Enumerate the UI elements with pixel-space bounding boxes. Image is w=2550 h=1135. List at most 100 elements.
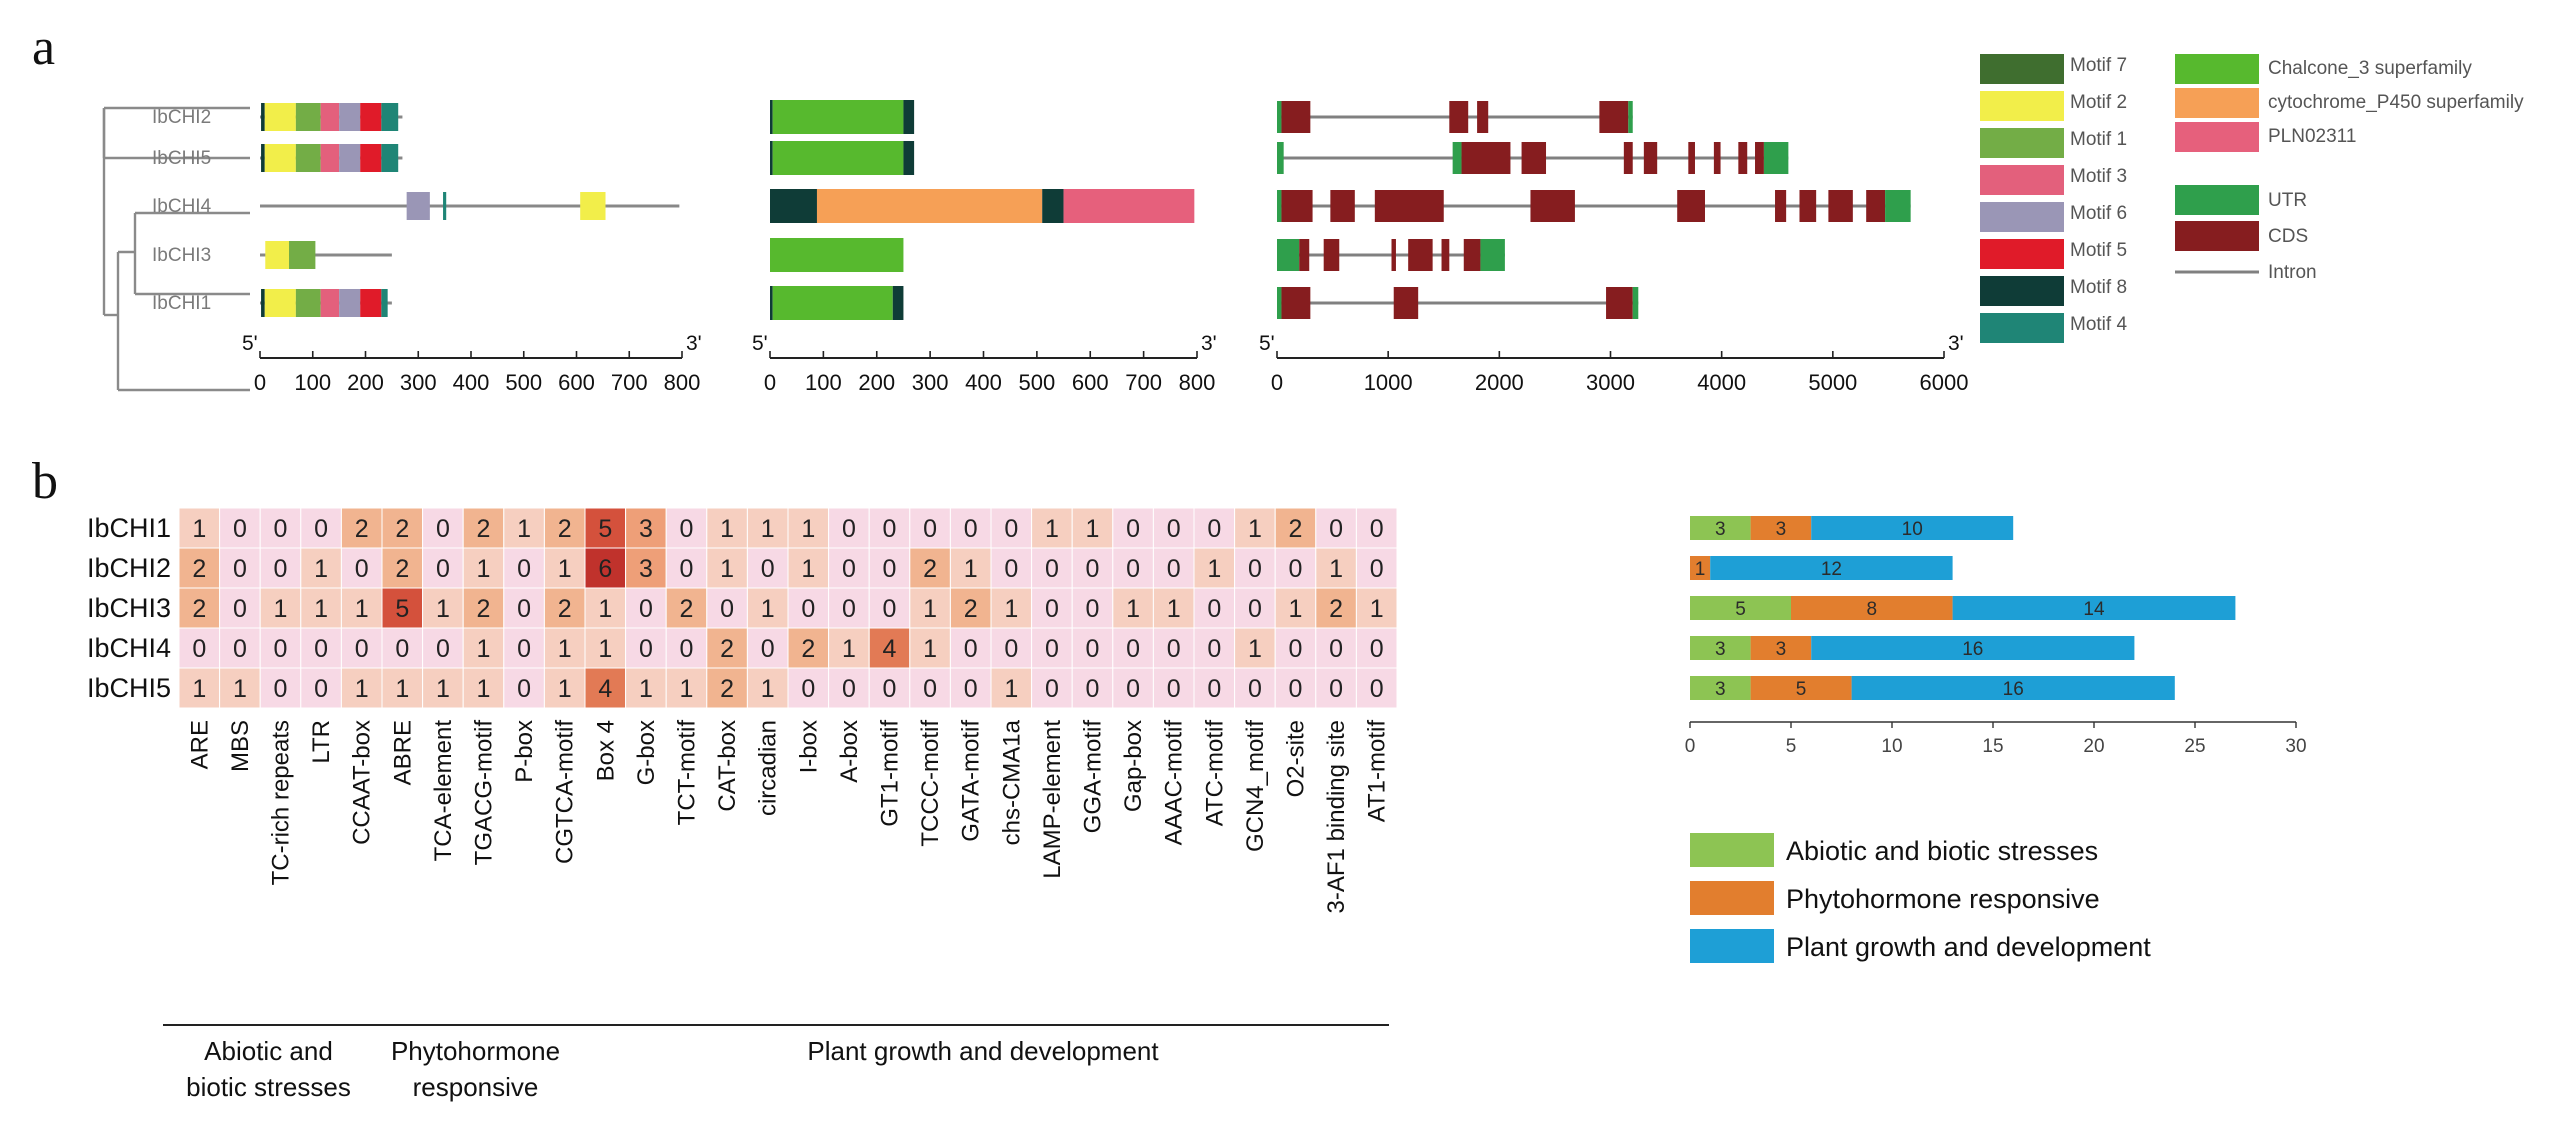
- heatmap-cell-value: 1: [598, 595, 612, 623]
- heatmap-col-label: G-box: [633, 720, 660, 785]
- heatmap-cell-value: 0: [517, 635, 531, 663]
- bar-value-label: 16: [1962, 639, 1983, 660]
- legend-swatch-plant-growth-and-development: [1690, 929, 1774, 963]
- axis-tick-label: 3000: [1586, 370, 1635, 395]
- axis-tick-label: 600: [1072, 370, 1109, 395]
- heatmap-cell: [1152, 587, 1195, 629]
- heatmap-cell: [584, 547, 627, 589]
- cds-box: [1688, 142, 1695, 174]
- heatmap-cell-value: 2: [395, 515, 409, 543]
- motif-box-m6: [339, 289, 361, 317]
- heatmap-cell: [1355, 587, 1398, 629]
- domain-panel: 0 100 200 300 400 500 600 700 800 5' 3': [752, 100, 1217, 395]
- axis-start-label: 5': [1259, 332, 1275, 355]
- heatmap-cell-value: 0: [1167, 515, 1181, 543]
- heatmap-cell-value: 0: [842, 595, 856, 623]
- legend-swatch-m1: [1980, 128, 2064, 158]
- legend-swatch-abiotic-and-biotic-stresses: [1690, 833, 1774, 867]
- heatmap-cell: [1071, 627, 1114, 669]
- motif-box-m3: [320, 144, 340, 172]
- heatmap-cell-value: 1: [274, 595, 288, 623]
- heatmap-cell: [422, 667, 464, 709]
- motif-box-m1: [295, 144, 321, 172]
- heatmap-cell: [422, 507, 464, 549]
- cds-box: [1281, 287, 1311, 319]
- heatmap-cell: [1193, 667, 1236, 709]
- heatmap-cell: [340, 507, 383, 549]
- heatmap-cell-value: 0: [842, 515, 856, 543]
- cds-box: [1738, 142, 1748, 174]
- cds-box: [1775, 190, 1787, 222]
- heatmap-cell: [949, 507, 992, 549]
- heatmap-cell-value: 1: [477, 555, 491, 583]
- gene-label: IbCHI5: [152, 148, 211, 169]
- heatmap-cell: [1193, 627, 1236, 669]
- heatmap-cell: [381, 627, 424, 669]
- domain-box-m8: [903, 100, 915, 134]
- heatmap-cell: [1112, 627, 1154, 669]
- motif-box-m6: [339, 144, 361, 172]
- x-axis-tick-label: 25: [2184, 736, 2205, 757]
- legend-label-m5: Motif 5: [2070, 240, 2127, 261]
- heatmap-cell-value: 2: [964, 595, 978, 623]
- motif-box-m2: [265, 241, 290, 269]
- heatmap-cell: [1274, 547, 1317, 589]
- heatmap-cell-value: 2: [1329, 595, 1343, 623]
- heatmap-col-label: TGACG-motif: [471, 720, 498, 866]
- bar-segment-abiotic-and-biotic-stresses: [1690, 676, 1751, 700]
- heatmap-col-label: A-box: [836, 720, 863, 783]
- heatmap-col-label: LAMP-element: [1039, 720, 1066, 879]
- domain-box-m8: [770, 141, 773, 175]
- legend-label-chal: Chalcone_3 superfamily: [2268, 58, 2472, 79]
- heatmap-cell-value: 1: [720, 515, 734, 543]
- heatmap-cell-value: 0: [1329, 515, 1343, 543]
- heatmap-cell-value: 1: [1370, 595, 1384, 623]
- motif-box-m3: [320, 103, 340, 131]
- bar-segment-plant-growth-and-development: [1811, 636, 2135, 660]
- heatmap-cell-value: 0: [761, 635, 775, 663]
- motif-box-m2: [580, 192, 606, 220]
- bar-segment-abiotic-and-biotic-stresses: [1690, 596, 1791, 620]
- group-label-phytohormone-responsive: Phytohormone: [391, 1036, 560, 1066]
- cds-box: [1799, 190, 1817, 222]
- heatmap-cell-value: 2: [477, 595, 491, 623]
- axis-tick-label: 300: [400, 370, 437, 395]
- heatmap-cell-value: 1: [680, 675, 694, 703]
- heatmap-cell-value: 0: [639, 595, 653, 623]
- heatmap-cell: [462, 667, 505, 709]
- motif-box-m4: [381, 144, 399, 172]
- heatmap-cell-value: 0: [314, 515, 328, 543]
- heatmap-cell-value: 0: [1329, 675, 1343, 703]
- heatmap-cell-value: 1: [1126, 595, 1140, 623]
- utr-box: [1628, 101, 1633, 133]
- heatmap-cell-value: 1: [355, 675, 369, 703]
- gene-label: IbCHI1: [152, 293, 211, 314]
- heatmap-col-label: GATA-motif: [958, 720, 985, 842]
- axis-tick-label: 200: [347, 370, 384, 395]
- utr-box: [1885, 190, 1911, 222]
- heatmap-cell-value: 0: [842, 555, 856, 583]
- heatmap-cell-value: 1: [923, 595, 937, 623]
- heatmap-cell-value: 1: [639, 675, 653, 703]
- legend-label-p450: cytochrome_P450 superfamily: [2268, 92, 2524, 113]
- cds-box: [1330, 190, 1355, 222]
- heatmap-cell-value: 0: [1329, 635, 1343, 663]
- heatmap-cell-value: 0: [274, 675, 288, 703]
- heatmap-col-label: ATC-motif: [1201, 720, 1228, 827]
- heatmap-cell: [259, 507, 302, 549]
- heatmap-cell: [746, 507, 789, 549]
- motif-box-m2: [264, 144, 296, 172]
- motif-box-m8: [261, 144, 265, 172]
- cds-box: [1623, 142, 1633, 174]
- heatmap-col-label: CCAAT-box: [349, 720, 376, 845]
- axis-tick-label: 0: [1271, 370, 1283, 395]
- heatmap-cell: [381, 507, 424, 549]
- heatmap-cell-value: 2: [355, 515, 369, 543]
- heatmap-cell-value: 1: [314, 595, 328, 623]
- heatmap-cell-value: 1: [1086, 515, 1100, 543]
- heatmap-cell: [543, 667, 586, 709]
- heatmap-cell-value: 1: [314, 555, 328, 583]
- axis-tick-label: 800: [1179, 370, 1216, 395]
- domain-box-chal: [772, 286, 893, 320]
- gene-label: IbCHI3: [152, 245, 211, 266]
